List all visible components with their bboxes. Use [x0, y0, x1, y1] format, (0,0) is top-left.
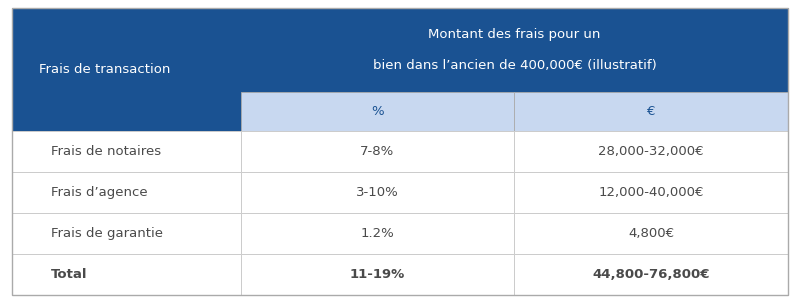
- Bar: [12, 213, 241, 255]
- Bar: [12, 172, 241, 213]
- Bar: [12, 255, 241, 295]
- Text: Frais de transaction: Frais de transaction: [39, 63, 171, 76]
- Text: bien dans l’ancien de 400,000€ (illustratif): bien dans l’ancien de 400,000€ (illustra…: [373, 59, 656, 72]
- Text: 7-8%: 7-8%: [360, 145, 394, 158]
- Bar: [514, 213, 788, 255]
- Bar: [514, 92, 788, 132]
- Bar: [241, 8, 788, 92]
- Bar: [241, 92, 514, 132]
- Text: 12,000-40,000€: 12,000-40,000€: [598, 186, 704, 199]
- Text: 28,000-32,000€: 28,000-32,000€: [598, 145, 704, 158]
- Text: Total: Total: [51, 268, 87, 281]
- Text: 3-10%: 3-10%: [356, 186, 399, 199]
- Bar: [12, 8, 241, 132]
- Text: 4,800€: 4,800€: [628, 227, 674, 240]
- Bar: [514, 131, 788, 172]
- Bar: [241, 255, 514, 295]
- Text: 44,800-76,800€: 44,800-76,800€: [592, 268, 710, 281]
- Bar: [514, 172, 788, 213]
- Text: 1.2%: 1.2%: [361, 227, 394, 240]
- Text: Montant des frais pour un: Montant des frais pour un: [428, 28, 601, 41]
- Text: Frais d’agence: Frais d’agence: [51, 186, 147, 199]
- Text: Frais de notaires: Frais de notaires: [51, 145, 161, 158]
- Bar: [241, 172, 514, 213]
- Text: Frais de garantie: Frais de garantie: [51, 227, 163, 240]
- Bar: [514, 255, 788, 295]
- Text: 11-19%: 11-19%: [350, 268, 405, 281]
- Text: %: %: [371, 105, 384, 118]
- Text: €: €: [646, 105, 655, 118]
- Bar: [241, 213, 514, 255]
- Bar: [241, 131, 514, 172]
- Bar: [12, 131, 241, 172]
